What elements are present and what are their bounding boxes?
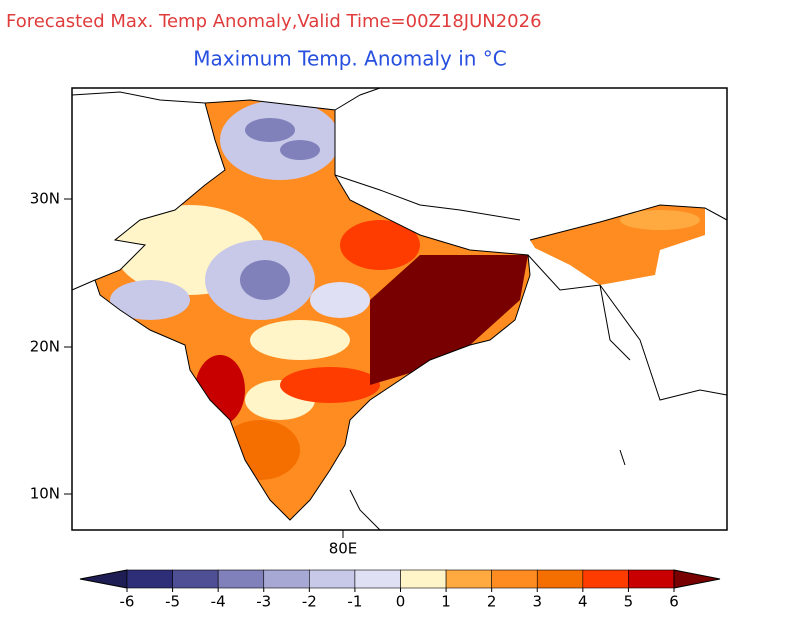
- colorbar-label: 2: [487, 593, 497, 611]
- subtitle: Maximum Temp. Anomaly in °C: [193, 47, 507, 71]
- title: Forecasted Max. Temp Anomaly,Valid Time=…: [6, 11, 542, 32]
- colorbar-end: [673, 569, 721, 589]
- colorbar-label: 0: [396, 593, 406, 611]
- colorbar-label: 6: [669, 593, 679, 611]
- colorbar-label: 4: [578, 593, 588, 611]
- colorbar: -6 -5 -4 -3 -2 -1 0 1 2 3 4 5 6: [79, 569, 721, 611]
- colorbar-end: [79, 569, 128, 589]
- colorbar-box: [309, 569, 356, 589]
- colorbar-label: -5: [165, 593, 180, 611]
- colorbar-label: -6: [120, 593, 135, 611]
- colorbar-box: [217, 569, 265, 589]
- colorbar-label: 3: [532, 593, 542, 611]
- colorbar-box: [263, 569, 310, 589]
- colorbar-box: [491, 569, 538, 589]
- colorbar-label: 5: [624, 593, 634, 611]
- colorbar-label: -1: [347, 593, 362, 611]
- colorbar-box: [445, 569, 492, 589]
- axis-labels: 30N 20N 10N 80E: [30, 190, 358, 558]
- lat-label: 20N: [30, 338, 60, 356]
- colorbar-label: -4: [211, 593, 226, 611]
- borders: [71, 87, 728, 531]
- lon-label: 80E: [329, 540, 358, 558]
- colorbar-label: 1: [441, 593, 451, 611]
- colorbar-label: -2: [302, 593, 317, 611]
- map: 30N 20N 10N 80E: [30, 87, 728, 558]
- colorbar-box: [628, 569, 675, 589]
- lat-label: 30N: [30, 190, 60, 208]
- colorbar-box: [172, 569, 219, 589]
- colorbar-box: [536, 569, 584, 589]
- colorbar-box: [400, 569, 447, 589]
- colorbar-box: [126, 569, 173, 589]
- colorbar-box: [582, 569, 629, 589]
- lat-label: 10N: [30, 485, 60, 503]
- colorbar-box: [354, 569, 401, 589]
- colorbar-label: -3: [256, 593, 271, 611]
